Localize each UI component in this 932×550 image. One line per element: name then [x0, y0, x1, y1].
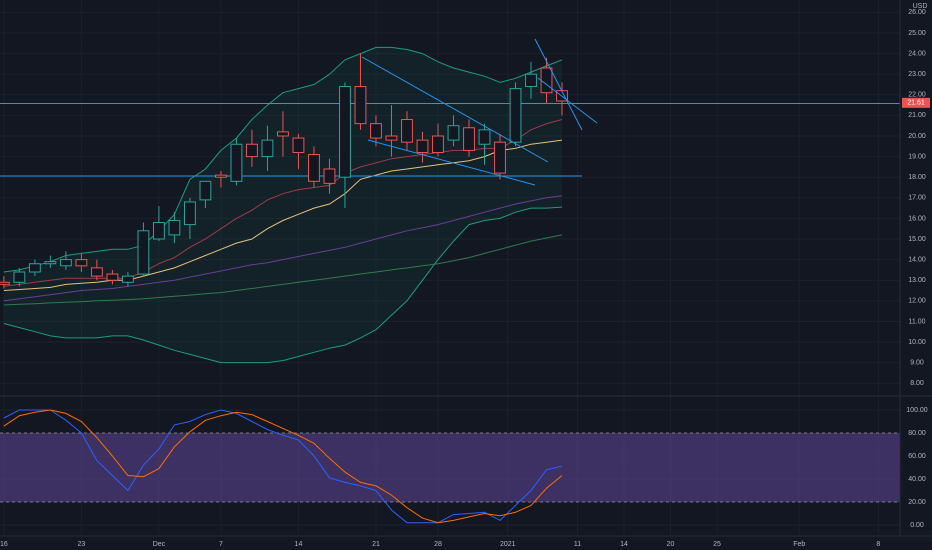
candle-body [215, 174, 227, 178]
trend-line [534, 38, 583, 131]
candle-body [137, 230, 150, 275]
candle-body [308, 154, 320, 182]
candle-body [432, 135, 444, 153]
candle-body [261, 139, 274, 158]
indicator-line [3, 139, 563, 291]
indicator-line [3, 46, 563, 273]
x-tick-label: Dec [153, 541, 166, 548]
x-tick-label: 23 [77, 541, 85, 548]
last-price-tag [902, 97, 930, 108]
y-tick-label: 60.00 [908, 453, 926, 460]
y-tick-label: 23.00 [908, 71, 926, 78]
y-tick-label: 100.00 [906, 407, 928, 414]
candle-body [75, 259, 88, 267]
band-fill [0, 432, 900, 502]
x-tick-label: 14 [620, 541, 628, 548]
y-tick-label: 25.00 [908, 30, 926, 37]
candle-body [292, 137, 305, 153]
candle-body [168, 219, 181, 236]
indicator-line [3, 195, 563, 302]
drawings [361, 38, 598, 186]
axes: USD 16 23 Dec 7 14 21 28 2021 11 14 20 25 Feb 8 26.00 2… [0, 3, 930, 548]
y-tick-label: 11.00 [909, 318, 926, 325]
y-tick-label: 24.00 [908, 50, 926, 57]
currency-label: USD [913, 3, 928, 10]
trend-line [367, 139, 536, 186]
candle-body [540, 67, 553, 94]
candle-body [90, 267, 103, 277]
y-tick-label: 0.00 [910, 522, 924, 529]
candle-body [494, 141, 506, 174]
indicator-line [3, 234, 563, 306]
candle-body [13, 271, 26, 283]
y-tick-label: 22.00 [908, 92, 926, 99]
candle-body [246, 143, 258, 158]
x-tick-label: 16 [0, 541, 8, 548]
y-tick-label: 19.00 [908, 153, 926, 160]
candle-body [509, 88, 522, 143]
stochastic-line [3, 409, 563, 524]
y-tick-label: 10.00 [908, 339, 926, 346]
candle-body [59, 259, 72, 267]
y-tick-label: 20.00 [908, 499, 926, 506]
band-fill [3, 47, 563, 363]
x-tick-label: 8 [876, 541, 880, 548]
candle-body [152, 222, 165, 240]
y-tick-label: 16.00 [908, 215, 926, 222]
candle-body [525, 73, 537, 88]
candle-body [277, 131, 289, 137]
candle-body [28, 263, 41, 273]
x-tick-label: 25 [713, 541, 721, 548]
y-tick-label: 13.00 [908, 277, 926, 284]
candle-body [463, 127, 475, 151]
x-tick-label: 11 [574, 541, 581, 548]
candle-body [478, 129, 491, 145]
x-tick-label: 7 [219, 541, 223, 548]
candle-body [370, 123, 382, 139]
y-tick-label: 8.00 [910, 380, 924, 387]
y-tick-label: 12.00 [908, 298, 926, 305]
stochastic-pane [0, 409, 900, 524]
candle-body [354, 86, 367, 125]
indicator-line [3, 206, 563, 364]
y-tick-label: 20.00 [908, 133, 926, 140]
candle-body [416, 139, 429, 153]
candle-body [447, 125, 460, 141]
trend-line [537, 77, 598, 124]
candle-body [230, 143, 243, 182]
candle-body [183, 201, 196, 226]
y-tick-label: 9.00 [910, 359, 924, 366]
last-price-label: 21.61 [907, 100, 925, 107]
stochastic-line [3, 409, 563, 524]
y-tick-label: 18.00 [908, 174, 926, 181]
y-tick-label: 14.00 [908, 256, 926, 263]
x-tick-label: 2021 [500, 541, 516, 548]
x-tick-label: 21 [372, 541, 380, 548]
candle-body [121, 275, 134, 283]
y-tick-label: 21.00 [908, 112, 926, 119]
candle-body [339, 86, 351, 178]
x-tick-label: 20 [667, 541, 675, 548]
candle-body [0, 281, 10, 285]
y-tick-label: 15.00 [908, 236, 926, 243]
x-tick-label: 14 [295, 541, 303, 548]
candle-body [385, 135, 398, 141]
x-tick-label: Feb [793, 541, 805, 548]
candle-body [401, 119, 413, 143]
candle-body [106, 273, 119, 281]
candle-body [199, 180, 212, 201]
candle-body [323, 168, 336, 184]
trend-line [361, 56, 549, 163]
y-tick-label: 17.00 [908, 195, 926, 202]
candle-body [44, 261, 57, 265]
x-tick-label: 28 [434, 541, 442, 548]
y-tick-label: 40.00 [908, 476, 926, 483]
y-tick-label: 26.00 [908, 9, 926, 16]
y-tick-label: 80.00 [908, 430, 926, 437]
